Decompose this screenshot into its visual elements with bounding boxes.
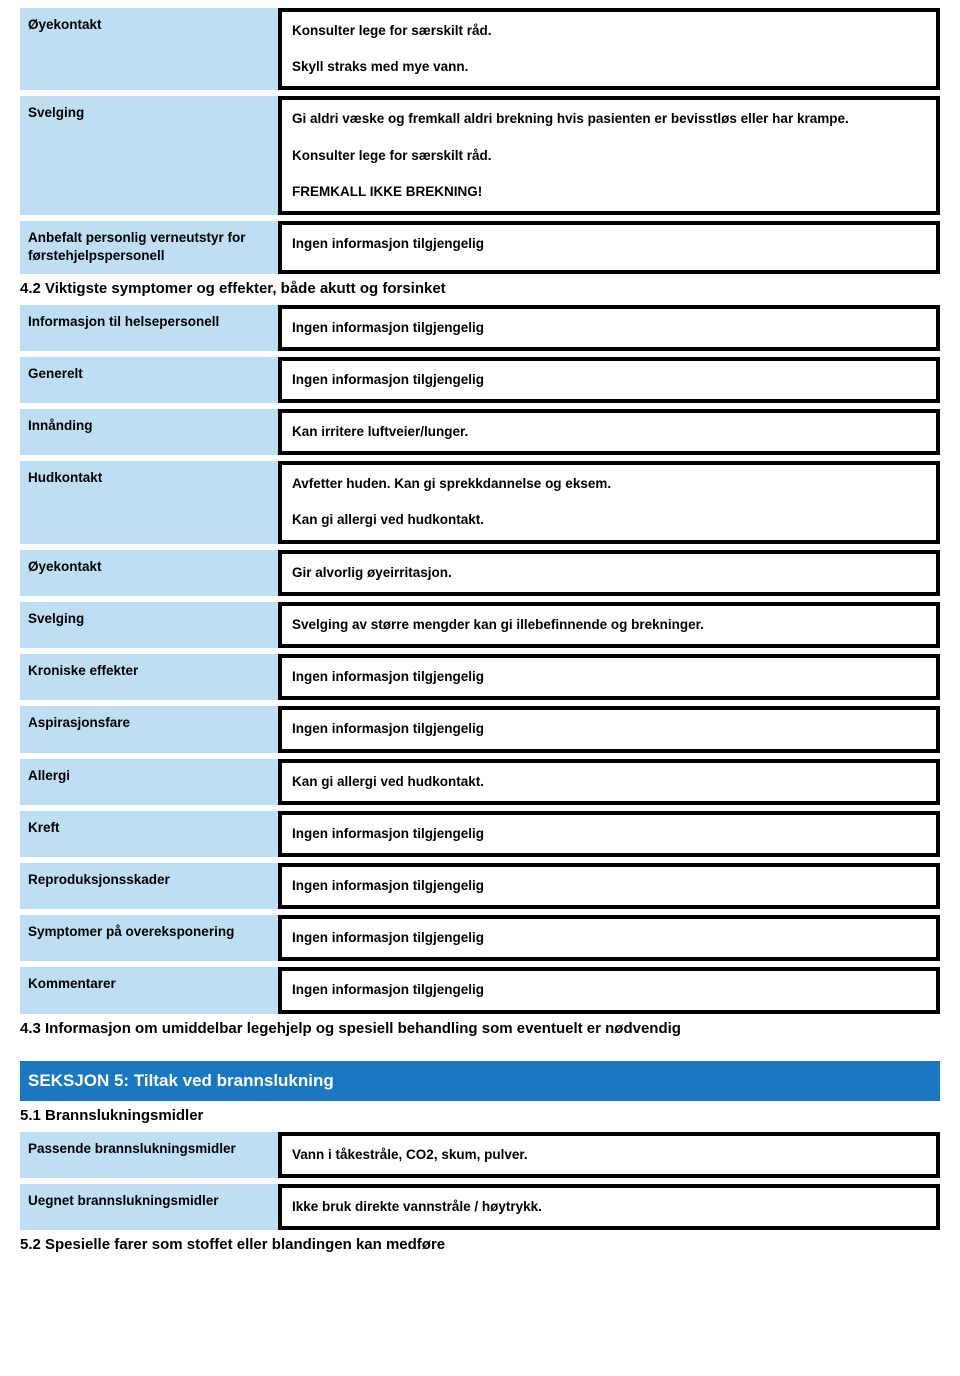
table-row: Passende brannslukningsmidler Vann i tåk… xyxy=(20,1132,940,1178)
row-label: Symptomer på overeksponering xyxy=(20,915,278,961)
value-text: Ingen informasjon tilgjengelig xyxy=(292,929,926,947)
row-label: Innånding xyxy=(20,409,278,455)
table-row: Kroniske effekter Ingen informasjon tilg… xyxy=(20,654,940,700)
row-label: Uegnet brannslukningsmidler xyxy=(20,1184,278,1230)
row-value: Ingen informasjon tilgjengelig xyxy=(278,915,940,961)
subheading-4-3: 4.3 Informasjon om umiddelbar legehjelp … xyxy=(20,1020,940,1037)
table-row: Kreft Ingen informasjon tilgjengelig xyxy=(20,811,940,857)
value-text: Kan gi allergi ved hudkontakt. xyxy=(292,773,926,791)
value-text: Ingen informasjon tilgjengelig xyxy=(292,668,926,686)
subheading-4-2: 4.2 Viktigste symptomer og effekter, båd… xyxy=(20,280,940,297)
row-label: Hudkontakt xyxy=(20,461,278,543)
row-value: Svelging av større mengder kan gi illebe… xyxy=(278,602,940,648)
table-row: Uegnet brannslukningsmidler Ikke bruk di… xyxy=(20,1184,940,1230)
row-value: Kan irritere luftveier/lunger. xyxy=(278,409,940,455)
value-text: Ingen informasjon tilgjengelig xyxy=(292,371,926,389)
value-text: Ingen informasjon tilgjengelig xyxy=(292,981,926,999)
row-label: Informasjon til helsepersonell xyxy=(20,305,278,351)
row-label: Kreft xyxy=(20,811,278,857)
row-label: Anbefalt personlig verneutstyr for først… xyxy=(20,221,278,273)
table-row: Anbefalt personlig verneutstyr for først… xyxy=(20,221,940,273)
value-text: Ingen informasjon tilgjengelig xyxy=(292,720,926,738)
row-label: Svelging xyxy=(20,602,278,648)
value-text: Gi aldri væske og fremkall aldri breknin… xyxy=(292,110,926,128)
table-row: Symptomer på overeksponering Ingen infor… xyxy=(20,915,940,961)
value-text: Kan gi allergi ved hudkontakt. xyxy=(292,511,926,529)
table-row: Hudkontakt Avfetter huden. Kan gi sprekk… xyxy=(20,461,940,543)
row-label: Allergi xyxy=(20,759,278,805)
row-value: Ingen informasjon tilgjengelig xyxy=(278,221,940,273)
subheading-5-2: 5.2 Spesielle farer som stoffet eller bl… xyxy=(20,1236,940,1253)
row-label: Svelging xyxy=(20,96,278,215)
value-text: Avfetter huden. Kan gi sprekkdannelse og… xyxy=(292,475,926,493)
row-value: Ikke bruk direkte vannstråle / høytrykk. xyxy=(278,1184,940,1230)
value-text: Konsulter lege for særskilt råd. xyxy=(292,22,926,40)
section-5-banner: SEKSJON 5: Tiltak ved brannslukning xyxy=(20,1061,940,1101)
value-text: Ingen informasjon tilgjengelig xyxy=(292,319,926,337)
table-row: Allergi Kan gi allergi ved hudkontakt. xyxy=(20,759,940,805)
row-label: Øyekontakt xyxy=(20,550,278,596)
row-label: Passende brannslukningsmidler xyxy=(20,1132,278,1178)
value-text: Vann i tåkestråle, CO2, skum, pulver. xyxy=(292,1146,926,1164)
value-text: Ingen informasjon tilgjengelig xyxy=(292,877,926,895)
row-value: Ingen informasjon tilgjengelig xyxy=(278,811,940,857)
table-row: Innånding Kan irritere luftveier/lunger. xyxy=(20,409,940,455)
row-value: Ingen informasjon tilgjengelig xyxy=(278,654,940,700)
value-text: Konsulter lege for særskilt råd. xyxy=(292,147,926,165)
value-text: Kan irritere luftveier/lunger. xyxy=(292,423,926,441)
value-text: Ingen informasjon tilgjengelig xyxy=(292,825,926,843)
value-text: Ikke bruk direkte vannstråle / høytrykk. xyxy=(292,1198,926,1216)
row-value: Avfetter huden. Kan gi sprekkdannelse og… xyxy=(278,461,940,543)
row-label: Generelt xyxy=(20,357,278,403)
row-value: Gi aldri væske og fremkall aldri breknin… xyxy=(278,96,940,215)
table-row: Svelging Gi aldri væske og fremkall aldr… xyxy=(20,96,940,215)
table-row: Svelging Svelging av større mengder kan … xyxy=(20,602,940,648)
row-label: Kommentarer xyxy=(20,967,278,1013)
row-value: Ingen informasjon tilgjengelig xyxy=(278,863,940,909)
table-row: Kommentarer Ingen informasjon tilgjengel… xyxy=(20,967,940,1013)
row-value: Ingen informasjon tilgjengelig xyxy=(278,967,940,1013)
row-label: Øyekontakt xyxy=(20,8,278,90)
row-value: Konsulter lege for særskilt råd. Skyll s… xyxy=(278,8,940,90)
table-row: Reproduksjonsskader Ingen informasjon ti… xyxy=(20,863,940,909)
row-value: Kan gi allergi ved hudkontakt. xyxy=(278,759,940,805)
value-text: Gir alvorlig øyeirritasjon. xyxy=(292,564,926,582)
subheading-5-1: 5.1 Brannslukningsmidler xyxy=(20,1107,940,1124)
table-row: Aspirasjonsfare Ingen informasjon tilgje… xyxy=(20,706,940,752)
row-value: Ingen informasjon tilgjengelig xyxy=(278,305,940,351)
table-row: Øyekontakt Konsulter lege for særskilt r… xyxy=(20,8,940,90)
row-value: Ingen informasjon tilgjengelig xyxy=(278,357,940,403)
row-value: Ingen informasjon tilgjengelig xyxy=(278,706,940,752)
row-label: Aspirasjonsfare xyxy=(20,706,278,752)
row-value: Vann i tåkestråle, CO2, skum, pulver. xyxy=(278,1132,940,1178)
value-text: Skyll straks med mye vann. xyxy=(292,58,926,76)
value-text: Ingen informasjon tilgjengelig xyxy=(292,235,926,253)
value-text: Svelging av større mengder kan gi illebe… xyxy=(292,616,926,634)
row-label: Reproduksjonsskader xyxy=(20,863,278,909)
table-row: Informasjon til helsepersonell Ingen inf… xyxy=(20,305,940,351)
row-label: Kroniske effekter xyxy=(20,654,278,700)
table-row: Generelt Ingen informasjon tilgjengelig xyxy=(20,357,940,403)
value-text: FREMKALL IKKE BREKNING! xyxy=(292,183,926,201)
row-value: Gir alvorlig øyeirritasjon. xyxy=(278,550,940,596)
table-row: Øyekontakt Gir alvorlig øyeirritasjon. xyxy=(20,550,940,596)
